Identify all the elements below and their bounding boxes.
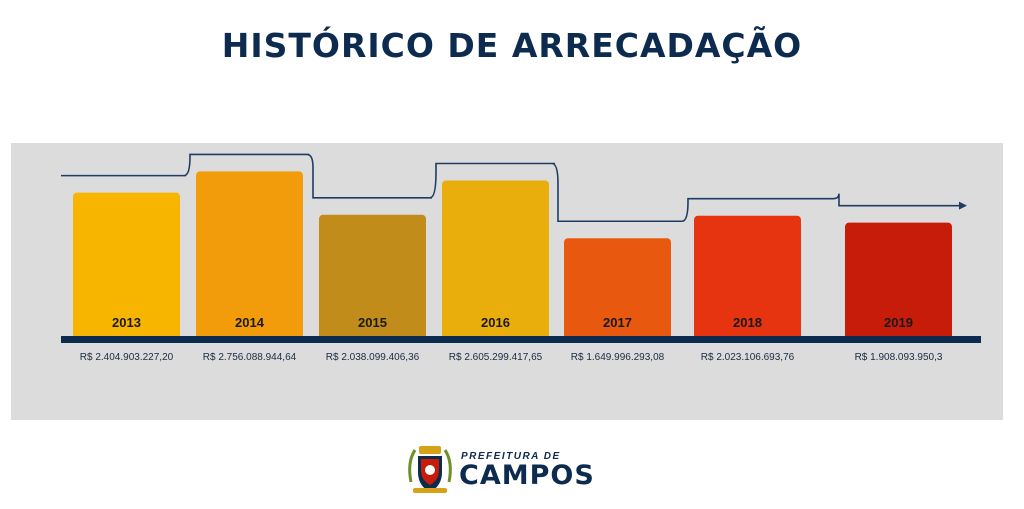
bar-year-label: 2018 <box>733 315 762 330</box>
logo-title: CAMPOS <box>459 460 595 491</box>
bar-value-label: R$ 2.756.088.944,64 <box>203 352 297 363</box>
bar-value-label: R$ 2.605.299.417,65 <box>449 352 543 363</box>
bar-year-label: 2013 <box>112 315 141 330</box>
bar-2014 <box>196 171 303 340</box>
bar-2018 <box>694 215 801 340</box>
prefeitura-logo: PREFEITURA DE CAMPOS <box>405 440 615 500</box>
bar-year-label: 2016 <box>481 315 510 330</box>
bar-year-label: 2014 <box>235 315 265 330</box>
bar-year-label: 2019 <box>884 315 913 330</box>
revenue-bar-chart: 2013 R$ 2.404.903.227,20 2014 R$ 2.756.088.… <box>61 153 981 363</box>
chart-panel: 2013 R$ 2.404.903.227,20 2014 R$ 2.756.088.… <box>11 143 1003 420</box>
bar-year-label: 2017 <box>603 315 632 330</box>
bar-2017 <box>564 238 671 340</box>
bar-value-label: R$ 2.038.099.406,36 <box>326 352 420 363</box>
logo-subtitle: PREFEITURA DE <box>461 451 561 462</box>
chart-baseline <box>61 336 981 343</box>
bar-value-label: R$ 2.023.106.693,76 <box>701 352 795 363</box>
bar-value-label: R$ 2.404.903.227,20 <box>80 352 174 363</box>
coat-of-arms-icon <box>408 446 452 493</box>
bar-2015 <box>319 214 426 340</box>
bar-year-label: 2015 <box>358 315 387 330</box>
bar-2019 <box>845 222 952 340</box>
page-title: HISTÓRICO DE ARRECADAÇÃO <box>221 26 803 65</box>
bar-value-label: R$ 1.908.093.950,3 <box>855 352 943 363</box>
bar-2016 <box>442 180 549 340</box>
trend-arrow-head-icon <box>959 201 967 210</box>
bar-value-label: R$ 1.649.996.293,08 <box>571 352 665 363</box>
trend-line <box>61 153 961 223</box>
bar-2013 <box>73 192 180 340</box>
